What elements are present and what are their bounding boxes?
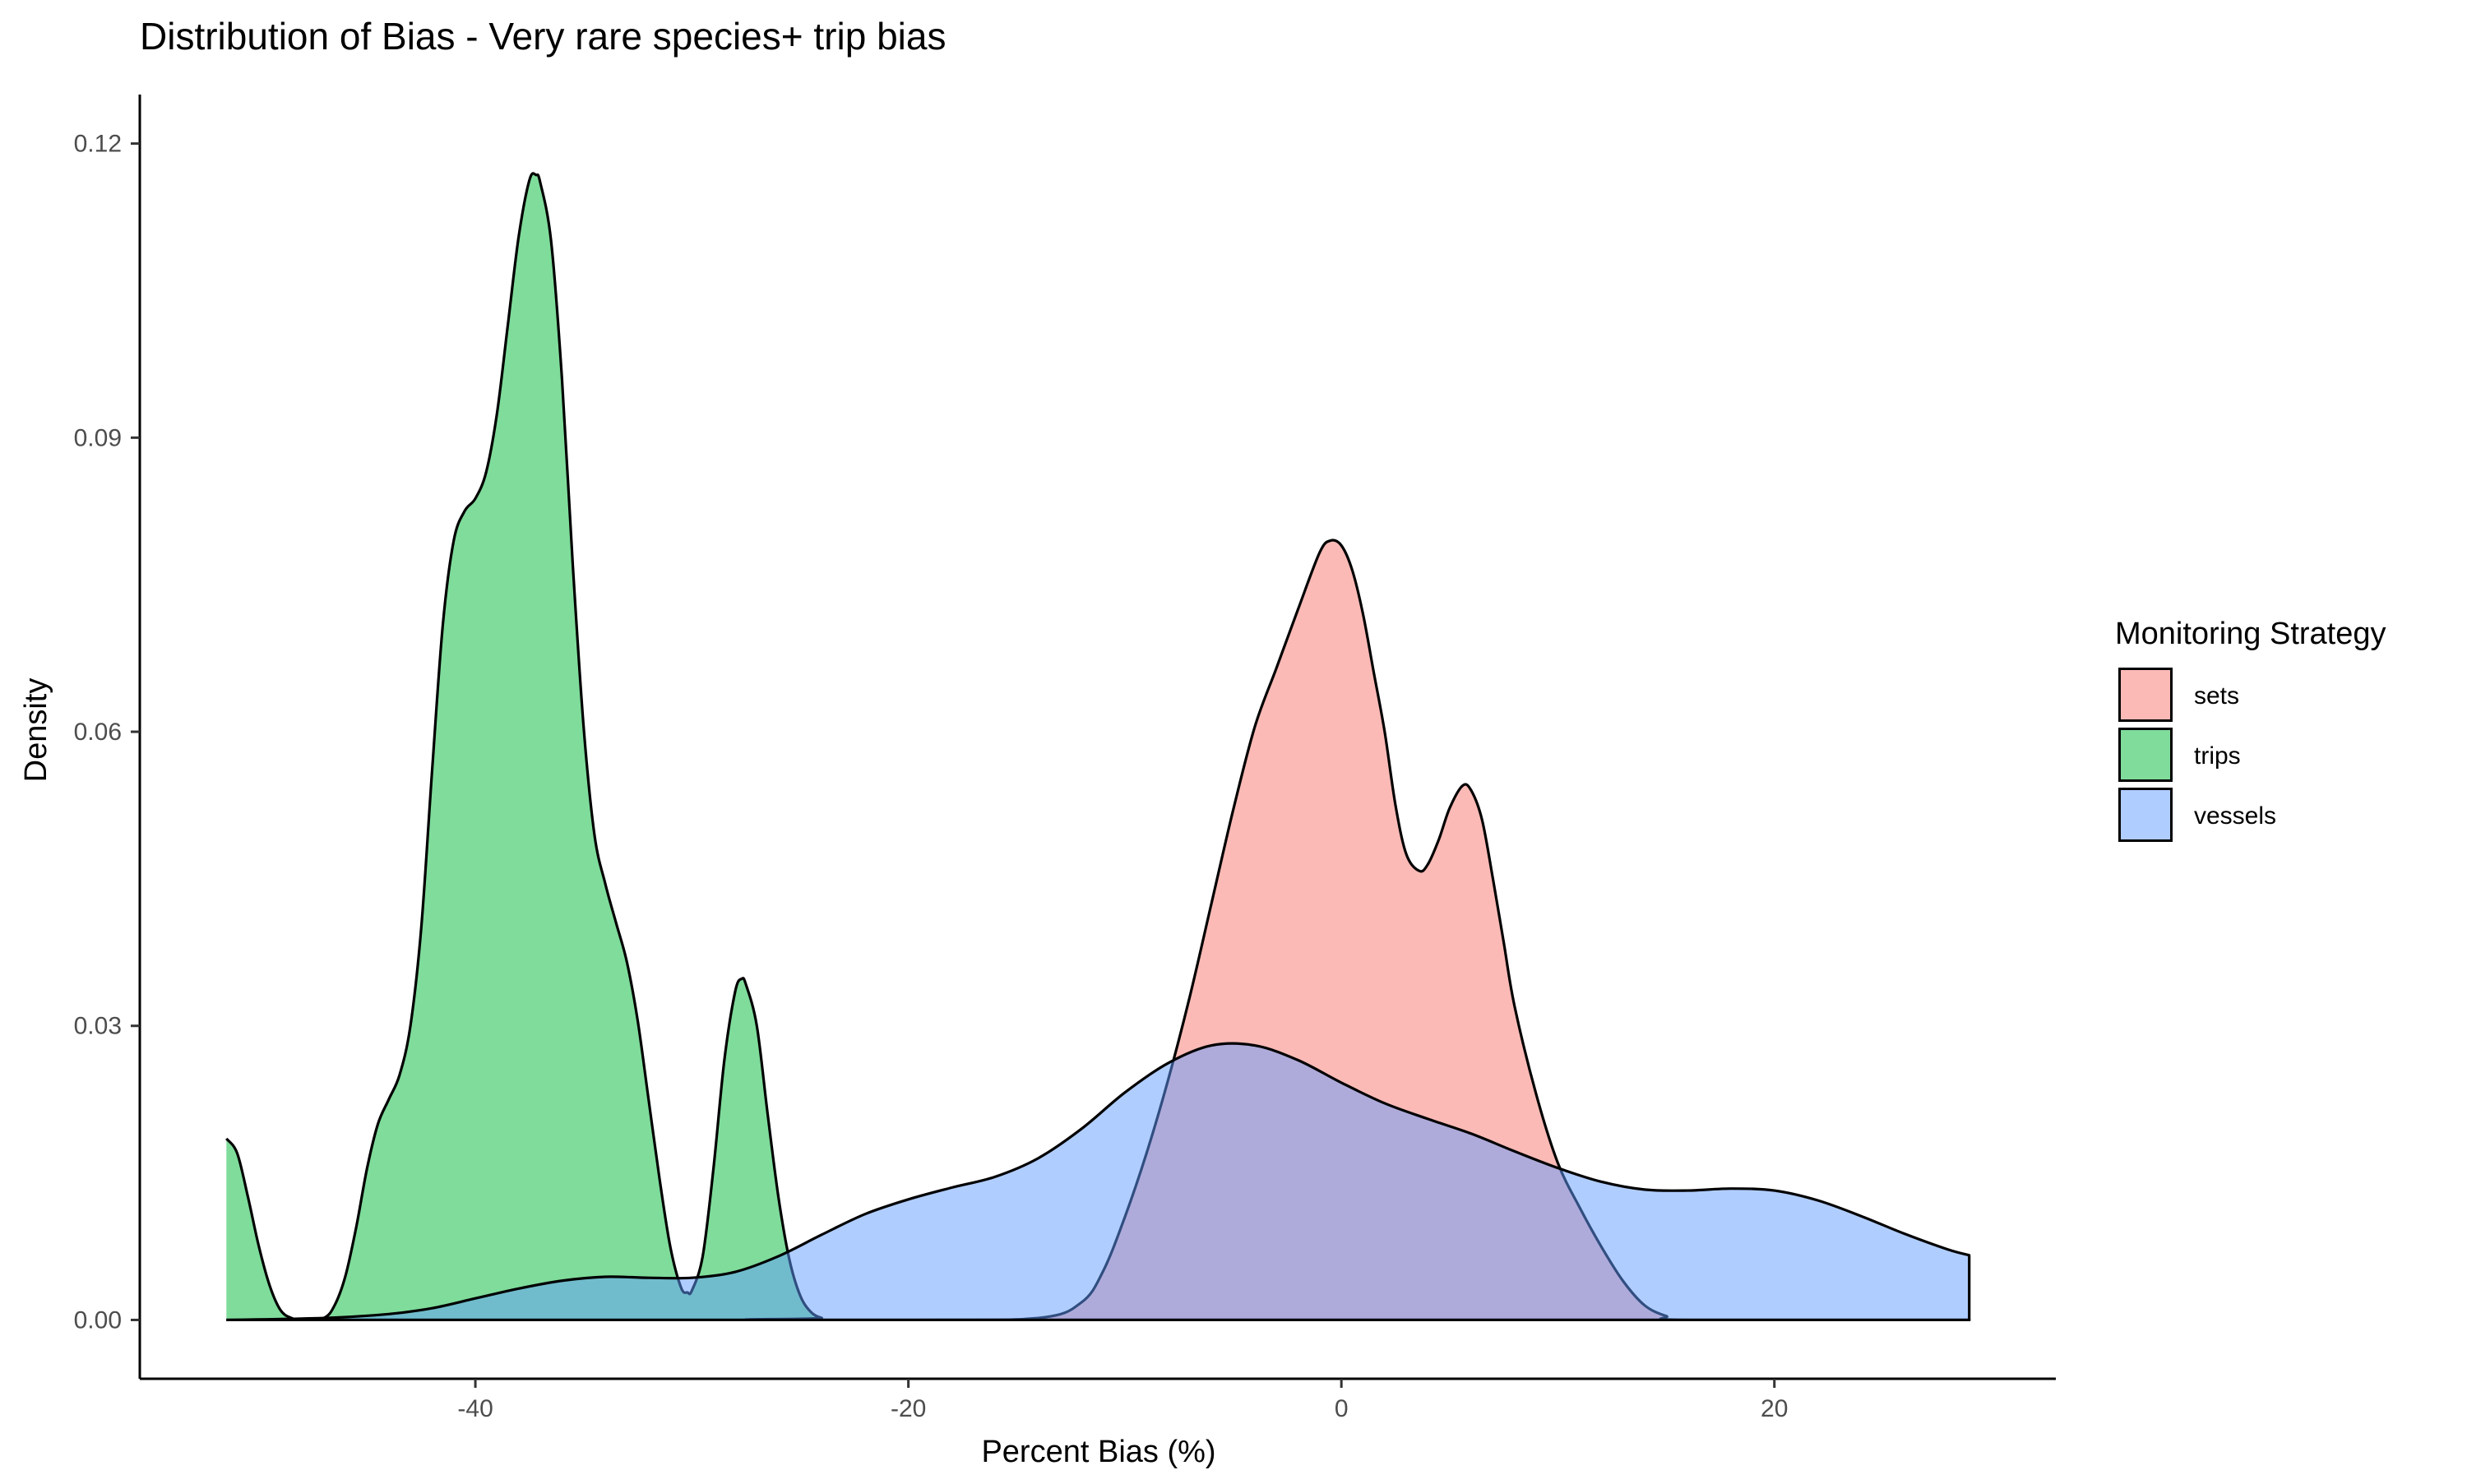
density-area-vessels bbox=[226, 1043, 1969, 1320]
density-area-sets bbox=[226, 540, 1969, 1320]
y-axis-title: Density bbox=[19, 678, 53, 783]
legend: Monitoring Strategy sets trips vessels bbox=[2115, 617, 2386, 842]
y-tick-label: 0.06 bbox=[74, 719, 122, 746]
y-tick-label: 0.12 bbox=[74, 131, 122, 158]
legend-key-trips bbox=[2118, 728, 2173, 782]
legend-label-vessels: vessels bbox=[2194, 802, 2276, 830]
plot-area bbox=[225, 172, 1971, 1322]
legend-key-sets bbox=[2118, 668, 2173, 722]
x-tick-label: 20 bbox=[1761, 1395, 1788, 1422]
legend-key-vessels bbox=[2118, 788, 2173, 842]
legend-title: Monitoring Strategy bbox=[2115, 617, 2386, 651]
chart-title: Distribution of Bias - Very rare species… bbox=[140, 15, 946, 58]
x-axis-title: Percent Bias (%) bbox=[981, 1435, 1215, 1469]
x-tick-label: 0 bbox=[1335, 1395, 1349, 1422]
axes: -40 -20 0 20 0.00 0.03 0.06 0.09 0.12 bbox=[74, 95, 2056, 1422]
x-tick-label: -40 bbox=[457, 1395, 493, 1422]
legend-label-sets: sets bbox=[2194, 682, 2239, 710]
x-tick-label: -20 bbox=[891, 1395, 926, 1422]
y-tick-label: 0.00 bbox=[74, 1306, 122, 1334]
y-tick-label: 0.03 bbox=[74, 1013, 122, 1040]
density-outline-vessels bbox=[226, 1042, 1971, 1322]
density-outline-trips bbox=[225, 172, 1971, 1322]
legend-label-trips: trips bbox=[2194, 742, 2241, 770]
density-area-trips bbox=[226, 173, 1969, 1320]
y-tick-label: 0.09 bbox=[74, 424, 122, 451]
